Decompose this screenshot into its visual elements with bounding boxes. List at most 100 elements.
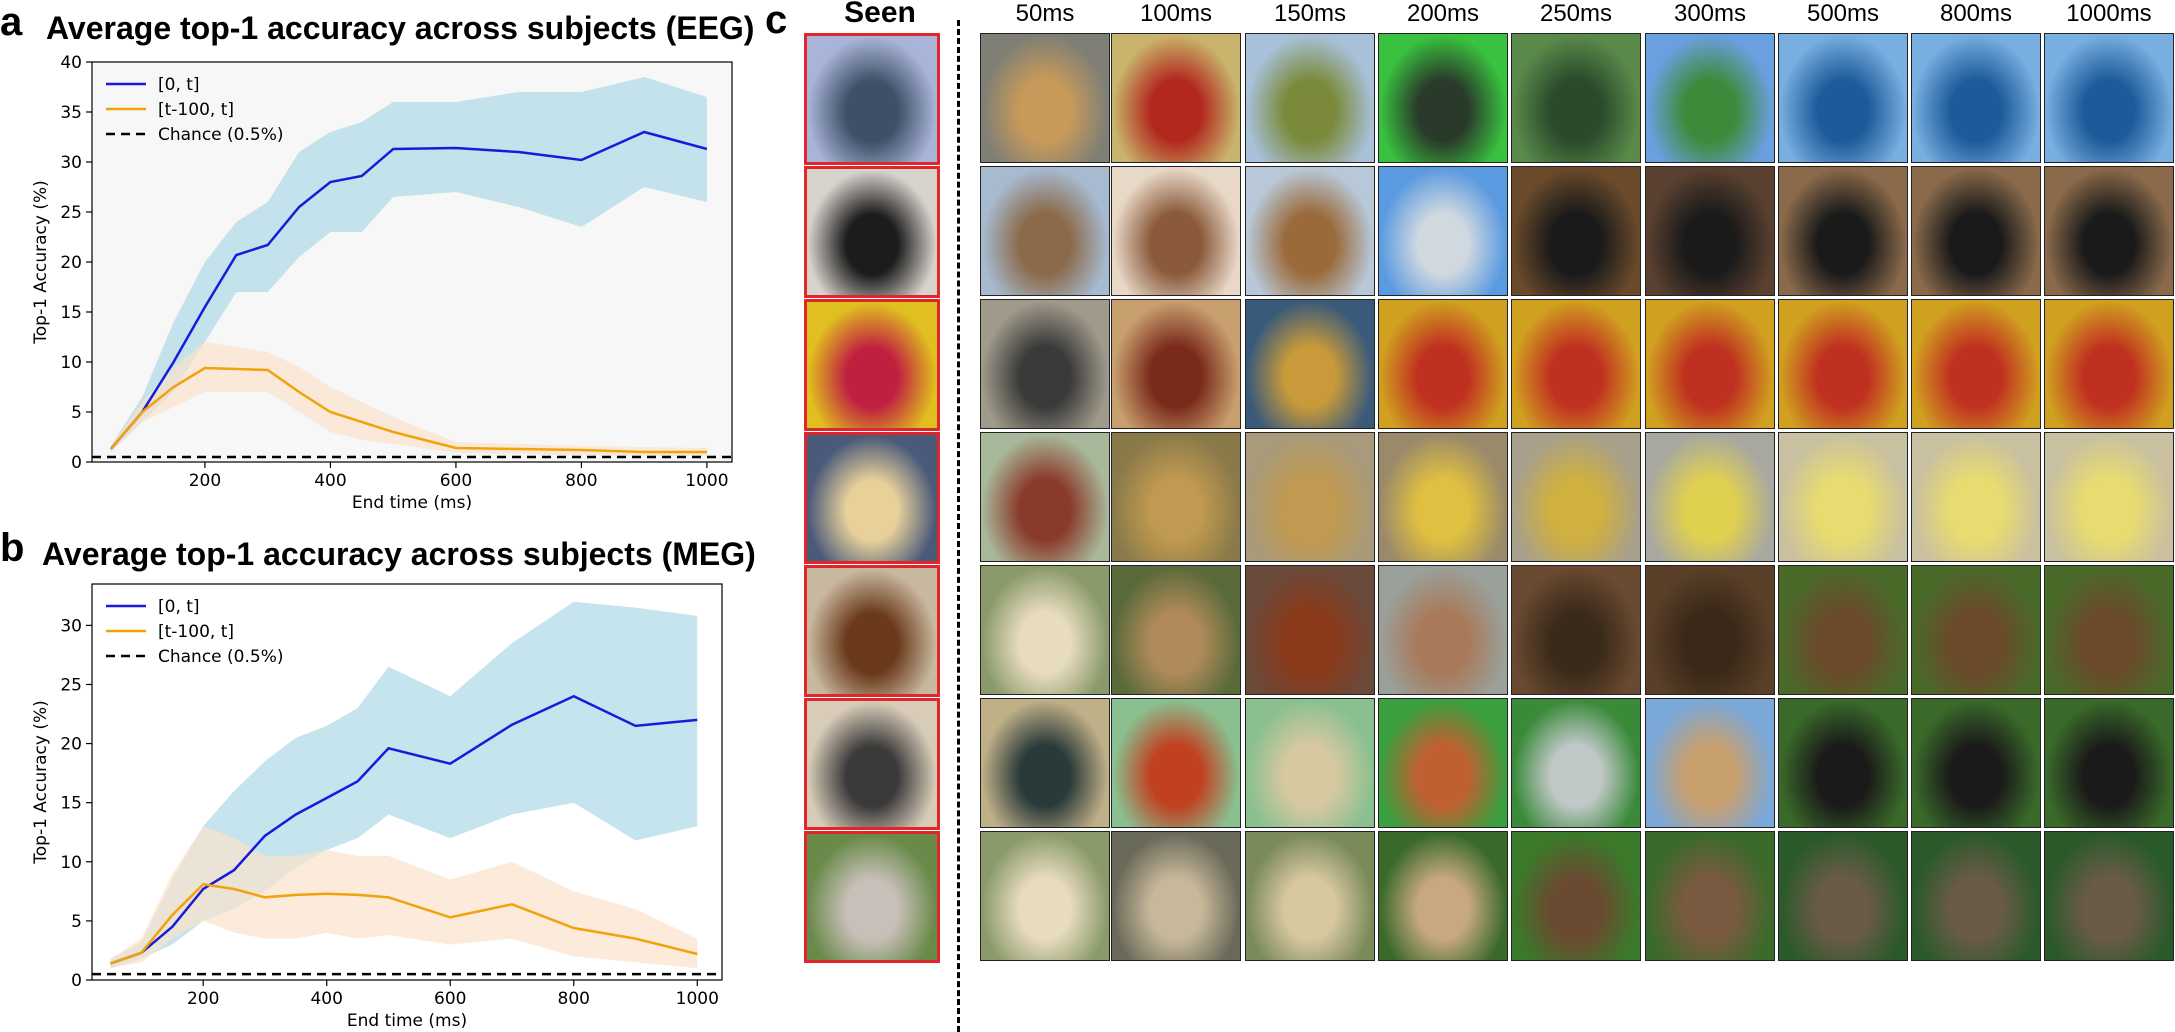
puppy-reconstruction-image [1378,831,1508,961]
trailer-cabin-reconstruction-image [980,166,1110,296]
x-tick-label: 400 [310,989,342,1009]
candies-reconstruction-image [1645,299,1775,429]
cufflinks-reconstruction-image [980,432,1110,562]
y-tick-label: 5 [71,403,82,423]
opossum-seen-image [804,831,940,963]
y-tick-label: 20 [60,735,82,755]
bread-plate-reconstruction-image [1245,831,1375,961]
black-router-reconstruction-image [1911,166,2041,296]
y-tick-label: 20 [60,253,82,273]
x-axis-label: End time (ms) [347,1011,467,1031]
legend-label-2: Chance (0.5%) [158,647,284,667]
x-tick-label: 800 [558,989,590,1009]
pudding-bowl-reconstruction-image [2044,432,2174,562]
meatballs-reconstruction-image [1245,565,1375,695]
groundhog-reconstruction-image [2044,565,2174,695]
y-tick-label: 0 [71,453,82,473]
toucan-reconstruction-image [1911,698,2041,828]
wooden-shed-reconstruction-image [1245,166,1375,296]
cream-soup-reconstruction-image [1111,831,1241,961]
toucan-reconstruction-image [2044,698,2174,828]
column-header-1000ms: 1000ms [2066,0,2152,27]
metal-gear-reconstruction-image [980,299,1110,429]
green-platter-reconstruction-image [1111,698,1241,828]
column-header-150ms: 150ms [1273,0,1347,27]
horse-reconstruction-image [1645,698,1775,828]
roulette-wheel-reconstruction-image [1111,33,1241,163]
pudding-bowl-reconstruction-image [1911,432,2041,562]
jelly-beans-seen-image [804,299,940,431]
y-tick-label: 30 [60,153,82,173]
y-tick-label: 25 [60,675,82,695]
groundhog-reconstruction-image [1911,565,2041,695]
white-fence-reconstruction-image [1645,33,1775,163]
column-divider [957,20,960,1032]
x-tick-label: 400 [314,471,346,491]
carousel-reconstruction-image [1245,299,1375,429]
blender-cup-reconstruction-image [1511,432,1641,562]
black-cabinet-reconstruction-image [1511,166,1641,296]
legend-label-2: Chance (0.5%) [158,125,284,145]
column-header-50ms: 50ms [1015,0,1075,27]
y-tick-label: 40 [60,53,82,73]
sauce-cups-reconstruction-image [1245,432,1375,562]
furry-creature-reconstruction-image [1645,565,1775,695]
groundhog-reconstruction-image [1778,565,1908,695]
beaver-seen-image [804,565,940,697]
metal-basket-reconstruction-image [1378,432,1508,562]
column-header-300ms: 300ms [1673,0,1747,27]
y-axis-label: Top-1 Accuracy (%) [31,180,51,344]
y-axis-label: Top-1 Accuracy (%) [31,700,51,864]
meg-accuracy-chart: 200 400 600 800 1000 0 5 10 15 20 25 30 End time (ms… [31,583,723,1031]
stew-plate-reconstruction-image [1111,565,1241,695]
x-tick-label: 1000 [685,471,728,491]
panel-letter-b: b [0,526,25,570]
whisked-batter-seen-image [804,432,940,564]
raccoon-reconstruction-image [1778,831,1908,961]
soup-bowl-reconstruction-image [1111,432,1241,562]
y-tick-label: 15 [60,794,82,814]
y-tick-label: 30 [60,616,82,636]
panel-letter-a: a [0,0,23,44]
candies-reconstruction-image [2044,299,2174,429]
toucan-reconstruction-image [1778,698,1908,828]
confidence-band-1 [110,826,698,969]
series-line-1 [110,882,698,965]
seagull-seen-image [804,698,940,830]
seen-column-header: Seen [844,0,916,29]
series-line-0 [110,694,698,965]
y-tick-label: 35 [60,103,82,123]
x-tick-label: 600 [440,471,472,491]
column-header-250ms: 250ms [1539,0,1613,27]
hand-cup-reconstruction-image [1111,166,1241,296]
series-line-1 [109,366,707,454]
y-tick-label: 15 [60,303,82,323]
column-header-500ms: 500ms [1806,0,1880,27]
legend-label-0: [0, t] [158,597,200,617]
cream-soup-reconstruction-image [980,831,1110,961]
column-header-100ms: 100ms [1139,0,1213,27]
confidence-band-0 [110,77,707,452]
furry-creature-reconstruction-image [1511,831,1641,961]
sports-field-reconstruction-image [1378,698,1508,828]
x-tick-label: 1000 [676,989,719,1009]
column-header-200ms: 200ms [1406,0,1480,27]
candies-reconstruction-image [1778,299,1908,429]
black-router-reconstruction-image [1778,166,1908,296]
green-platter-reconstruction-image [1245,698,1375,828]
legend-label-1: [t-100, t] [158,100,234,120]
ferry-boat-reconstruction-image [2044,33,2174,163]
ferry-boat-reconstruction-image [1778,33,1908,163]
y-tick-label: 10 [60,353,82,373]
chart-title-meg: Average top-1 accuracy across subjects (… [42,536,756,572]
candies-reconstruction-image [1511,299,1641,429]
salad-bowl-reconstruction-image [1245,33,1375,163]
candies-reconstruction-image [1378,299,1508,429]
aircraft-carrier-seen-image [804,33,940,165]
shield-sign-reconstruction-image [1511,698,1641,828]
y-tick-label: 5 [71,912,82,932]
wild-boar-reconstruction-image [1645,831,1775,961]
column-header-800ms: 800ms [1939,0,2013,27]
y-tick-label: 10 [60,853,82,873]
plot-frame [91,583,723,981]
